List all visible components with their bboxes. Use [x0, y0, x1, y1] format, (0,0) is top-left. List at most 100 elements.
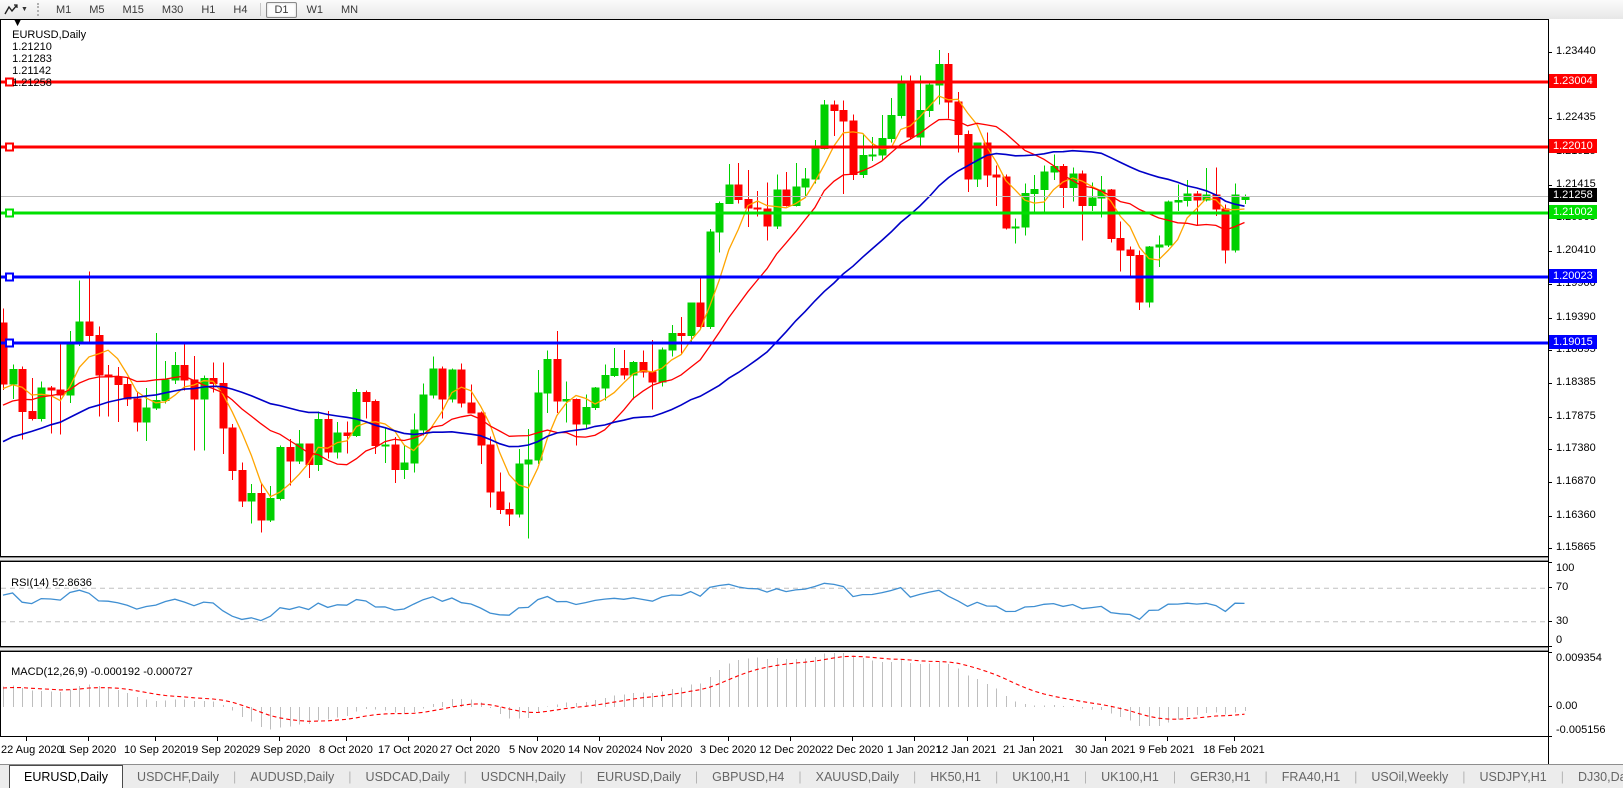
- date-tick-mark: [1033, 737, 1034, 741]
- date-tick-mark: [279, 737, 280, 741]
- date-tick-mark: [728, 737, 729, 741]
- timeframe-button-m30[interactable]: M30: [161, 3, 184, 16]
- tab-separator: |: [912, 769, 917, 784]
- date-tick-label: 9 Feb 2021: [1139, 744, 1195, 756]
- line-anchor-handle[interactable]: [5, 272, 14, 282]
- rsi-value: 52.8636: [52, 577, 92, 589]
- timeframe-button-m1[interactable]: M1: [55, 3, 72, 16]
- axis-tick-mark: [1548, 52, 1552, 54]
- date-axis[interactable]: 22 Aug 2020 1 Sep 2020 10 Sep 2020 19 Sep 2…: [0, 737, 1548, 764]
- date-tick-mark: [661, 737, 662, 741]
- price-tick-label: 1.16360: [1556, 508, 1596, 521]
- chart-tab-usoil-weekly[interactable]: USOil,Weekly: [1371, 769, 1449, 784]
- price-line-label-1.20023: 1.20023: [1549, 269, 1597, 284]
- chart-tab-uk100-h1[interactable]: UK100,H1: [1012, 769, 1070, 784]
- rsi-label: RSI(14): [11, 577, 50, 589]
- macd-histogram: [2, 653, 1247, 730]
- line-anchor-handle[interactable]: [5, 208, 14, 218]
- date-tick-mark: [790, 737, 791, 741]
- chart-tab-audusd-daily[interactable]: AUDUSD,Daily: [250, 769, 335, 784]
- timeframe-button-d1[interactable]: D1: [266, 1, 297, 18]
- line-anchor-handle[interactable]: [5, 142, 14, 152]
- date-tick-mark: [537, 737, 538, 741]
- price-tick-label: 1.19390: [1556, 310, 1596, 323]
- chart-cursor-icon[interactable]: ▼: [0, 2, 32, 18]
- date-tick-mark: [967, 737, 968, 741]
- chart-tab-usdjpy-h1[interactable]: USDJPY,H1: [1479, 769, 1547, 784]
- rsi-scale-label: 100: [1556, 562, 1575, 574]
- macd-panel[interactable]: [0, 651, 1548, 737]
- timeframe-button-m15[interactable]: M15: [122, 3, 144, 16]
- date-tick-label: 24 Nov 2020: [630, 744, 693, 756]
- chart-tab-hk50-h1[interactable]: HK50,H1: [930, 769, 981, 784]
- price-tick-label: 1.16870: [1556, 475, 1596, 488]
- ohlc-open: 1.21210: [12, 41, 52, 53]
- tab-separator: |: [1560, 769, 1564, 784]
- date-tick-mark: [1105, 737, 1106, 741]
- macd-value: -0.000192: [90, 666, 141, 678]
- tab-separator: |: [579, 769, 583, 784]
- rsi-chart[interactable]: [1, 562, 1548, 648]
- chart-tab-xauusd-daily[interactable]: XAUUSD,Daily: [815, 769, 899, 784]
- price-chart-panel[interactable]: [0, 19, 1548, 557]
- date-tick-label: 12 Dec 2020: [759, 744, 822, 756]
- chart-tab-fra40-h1[interactable]: FRA40,H1: [1281, 769, 1341, 784]
- tab-separator: |: [463, 769, 467, 784]
- chart-tab-gbpusd-h4[interactable]: GBPUSD,H4: [712, 769, 785, 784]
- rsi-panel[interactable]: [0, 561, 1548, 647]
- tab-separator: |: [1172, 769, 1177, 784]
- timeframe-button-mn[interactable]: MN: [341, 3, 359, 16]
- chart-tab-ger30-h1[interactable]: GER30,H1: [1190, 769, 1251, 784]
- date-tick-label: 22 Dec 2020: [821, 744, 884, 756]
- timeframe-button-h1[interactable]: H1: [201, 3, 216, 16]
- macd-header: MACD(12,26,9) -0.000192 -0.000727: [5, 654, 193, 678]
- axis-tick-mark: [1548, 383, 1552, 385]
- toolbar-grip[interactable]: [36, 3, 42, 16]
- line-anchor-handle[interactable]: [5, 77, 14, 87]
- macd-scale-label: -0.005156: [1556, 724, 1606, 736]
- rsi-scale-label: 30: [1556, 614, 1569, 627]
- price-tick-label: 1.17380: [1556, 442, 1596, 455]
- timeframe-button-m5[interactable]: M5: [89, 3, 105, 16]
- date-tick-label: 18 Feb 2021: [1203, 744, 1265, 756]
- panel-splitter[interactable]: [0, 647, 1548, 651]
- price-axis[interactable]: 1.234401.229301.224351.219251.214151.209…: [1548, 19, 1623, 764]
- axis-tick-mark: [1548, 620, 1552, 622]
- rsi-header: RSI(14) 52.8636: [5, 565, 92, 589]
- timeframe-button-w1[interactable]: W1: [306, 3, 324, 16]
- tab-separator: |: [694, 769, 699, 784]
- date-tick-label: 12 Jan 2021: [936, 744, 997, 756]
- axis-tick-mark: [1548, 706, 1552, 708]
- axis-tick-mark: [1548, 587, 1552, 589]
- chart-tab-eurusd-daily[interactable]: EURUSD,Daily: [596, 769, 681, 784]
- line-anchor-handle[interactable]: [5, 338, 14, 348]
- macd-signal-line: [2, 655, 1245, 722]
- chart-tab-usdchf-daily[interactable]: USDCHF,Daily: [137, 769, 219, 784]
- top-toolbar: ▼ M1 M5 M15 M30 H1 H4 D1 W1 MN: [0, 0, 1623, 20]
- date-tick-label: 8 Oct 2020: [319, 744, 373, 756]
- timeframe-button-h4[interactable]: H4: [233, 3, 248, 16]
- date-tick-mark: [88, 737, 89, 741]
- date-tick-mark: [346, 737, 347, 741]
- panel-splitter[interactable]: [0, 557, 1548, 561]
- chart-tab-uk100-h1[interactable]: UK100,H1: [1101, 769, 1159, 784]
- date-tick-mark: [1167, 737, 1168, 741]
- ohlc-close: 1.21258: [12, 77, 52, 89]
- price-tick-label: 1.18385: [1556, 376, 1596, 389]
- chart-tab-usdcad-daily[interactable]: USDCAD,Daily: [365, 769, 450, 784]
- chart-tab-eurusd-daily[interactable]: EURUSD,Daily: [9, 765, 124, 788]
- price-tick-label: 1.22435: [1556, 111, 1596, 124]
- chart-tab-dj30-daily[interactable]: DJ30,Daily: [1577, 769, 1623, 784]
- tab-separator: |: [348, 769, 352, 784]
- tab-separator: |: [1264, 769, 1268, 784]
- chart-tab-usdcnh-daily[interactable]: USDCNH,Daily: [480, 769, 566, 784]
- macd-chart[interactable]: [1, 652, 1548, 738]
- horizontal-level-lines[interactable]: [1, 77, 1548, 348]
- date-tick-label: 5 Nov 2020: [509, 744, 566, 756]
- price-tick-label: 1.15865: [1556, 541, 1596, 554]
- candlestick-chart[interactable]: [1, 20, 1548, 558]
- macd-label: MACD(12,26,9): [11, 666, 88, 678]
- date-tick-label: 30 Jan 2021: [1075, 744, 1136, 756]
- moving-averages: [2, 95, 1245, 498]
- date-tick-mark: [1234, 737, 1235, 741]
